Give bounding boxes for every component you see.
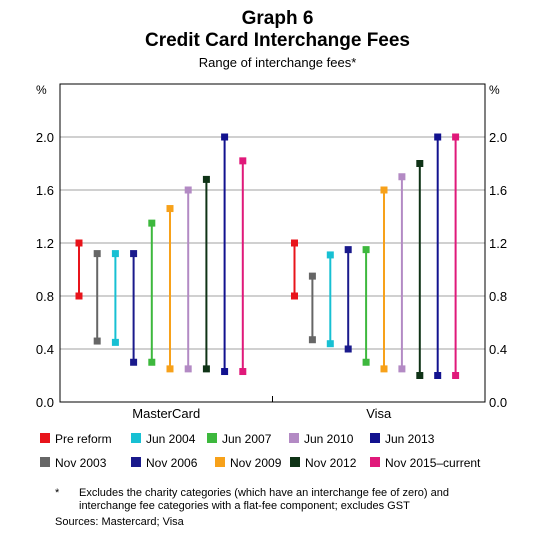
- range-marker-high: [434, 133, 442, 141]
- range-marker-low: [291, 292, 298, 300]
- y-tick-label-left: 1.6: [36, 183, 54, 198]
- range-marker-high: [398, 173, 406, 181]
- range-marker-low: [362, 358, 370, 366]
- range-marker-high: [291, 239, 298, 247]
- range-marker-low: [326, 340, 334, 348]
- legend-label: Jun 2007: [222, 432, 272, 446]
- range-marker-low: [380, 365, 388, 373]
- range-marker-low: [452, 372, 460, 379]
- legend-swatch: [40, 457, 50, 467]
- range-marker-low: [130, 358, 138, 366]
- range-marker-low: [202, 365, 210, 373]
- range-marker-high: [380, 186, 388, 194]
- chart-caption: Range of interchange fees*: [198, 55, 357, 70]
- y-tick-label-left: 2.0: [36, 130, 54, 145]
- range-marker-high: [221, 133, 229, 141]
- legend-label: Jun 2004: [146, 432, 196, 446]
- legend-label: Nov 2012: [305, 456, 357, 470]
- legend-label: Jun 2010: [304, 432, 354, 446]
- legend-label: Nov 2003: [55, 456, 107, 470]
- legend-swatch: [289, 433, 299, 443]
- range-marker-high: [452, 133, 460, 141]
- range-marker-low: [398, 365, 406, 373]
- range-marker-low: [111, 338, 119, 346]
- range-marker-low: [184, 365, 192, 373]
- range-marker-low: [416, 372, 424, 379]
- legend-swatch: [290, 457, 300, 467]
- y-tick-label-right: 0.0: [489, 395, 507, 410]
- range-marker-low: [344, 345, 352, 353]
- footnote-marker: *: [55, 487, 60, 499]
- range-marker-high: [184, 186, 192, 194]
- legend-swatch: [131, 457, 141, 467]
- y-tick-label-right: 1.6: [489, 183, 507, 198]
- range-marker-high: [308, 272, 316, 280]
- legend-swatch: [370, 457, 380, 467]
- legend-label: Jun 2013: [385, 432, 435, 446]
- y-tick-label-left: 0.4: [36, 342, 54, 357]
- y-tick-label-right: 0.8: [489, 289, 507, 304]
- y-unit-label-left: %: [36, 83, 47, 97]
- legend-swatch: [370, 433, 380, 443]
- footnote-text: Excludes the charity categories (which h…: [79, 487, 449, 512]
- y-tick-label-left: 0.0: [36, 395, 54, 410]
- range-marker-high: [93, 250, 101, 258]
- range-marker-high: [75, 239, 83, 247]
- range-marker-high: [344, 246, 352, 254]
- legend-label: Nov 2009: [230, 456, 282, 470]
- range-marker-high: [111, 250, 119, 258]
- range-marker-low: [166, 365, 174, 373]
- legend-swatch: [207, 433, 217, 443]
- legend-swatch: [40, 433, 50, 443]
- x-category-label: Visa: [366, 406, 392, 421]
- legend-swatch: [131, 433, 141, 443]
- range-marker-low: [148, 358, 156, 366]
- y-tick-label-right: 2.0: [489, 130, 507, 145]
- chart-subtitle: Credit Card Interchange Fees: [144, 30, 411, 51]
- y-tick-label-right: 1.2: [489, 236, 507, 251]
- range-marker-high: [148, 219, 156, 227]
- y-unit-label-right: %: [489, 83, 500, 97]
- range-marker-high: [362, 246, 370, 254]
- y-tick-label-right: 0.4: [489, 342, 507, 357]
- range-marker-high: [416, 160, 424, 167]
- range-marker-high: [130, 250, 138, 258]
- range-marker-low: [308, 336, 316, 344]
- legend-label: Nov 2015–current: [385, 456, 481, 470]
- range-marker-low: [239, 368, 247, 376]
- legend-swatch: [215, 457, 225, 467]
- legend-label: Pre reform: [55, 432, 112, 446]
- range-marker-high: [202, 175, 210, 183]
- range-marker-high: [239, 157, 247, 165]
- x-category-label: MasterCard: [132, 406, 200, 421]
- y-tick-label-left: 0.8: [36, 289, 54, 304]
- range-marker-low: [93, 337, 101, 345]
- range-marker-high: [326, 251, 334, 259]
- chart-title: Graph 6: [241, 8, 314, 29]
- y-tick-label-left: 1.2: [36, 236, 54, 251]
- range-marker-low: [434, 372, 442, 379]
- range-marker-low: [221, 368, 229, 376]
- range-marker-high: [166, 205, 174, 213]
- range-marker-low: [75, 292, 83, 300]
- legend-label: Nov 2006: [146, 456, 198, 470]
- sources-note: Sources: Mastercard; Visa: [55, 516, 184, 528]
